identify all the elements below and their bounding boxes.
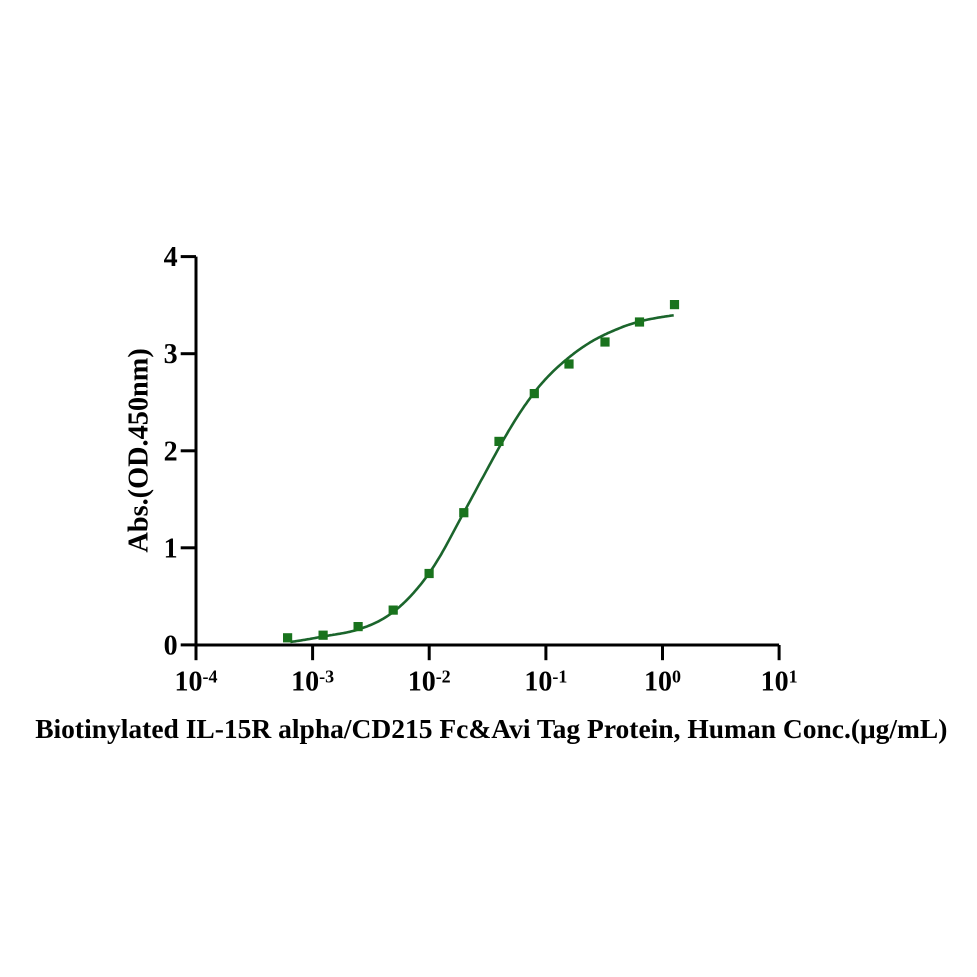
svg-text:0: 0 bbox=[164, 630, 178, 661]
svg-text:1: 1 bbox=[164, 533, 178, 564]
svg-text:10-3: 10-3 bbox=[291, 667, 334, 698]
svg-text:4: 4 bbox=[164, 242, 178, 273]
svg-text:2: 2 bbox=[164, 436, 178, 467]
svg-text:Abs.(OD.450nm): Abs.(OD.450nm) bbox=[124, 348, 155, 552]
svg-text:Biotinylated IL-15R alpha/CD21: Biotinylated IL-15R alpha/CD215 Fc&Avi T… bbox=[35, 713, 947, 744]
svg-text:101: 101 bbox=[761, 667, 798, 698]
svg-text:3: 3 bbox=[164, 339, 178, 370]
svg-text:10-2: 10-2 bbox=[408, 667, 451, 698]
